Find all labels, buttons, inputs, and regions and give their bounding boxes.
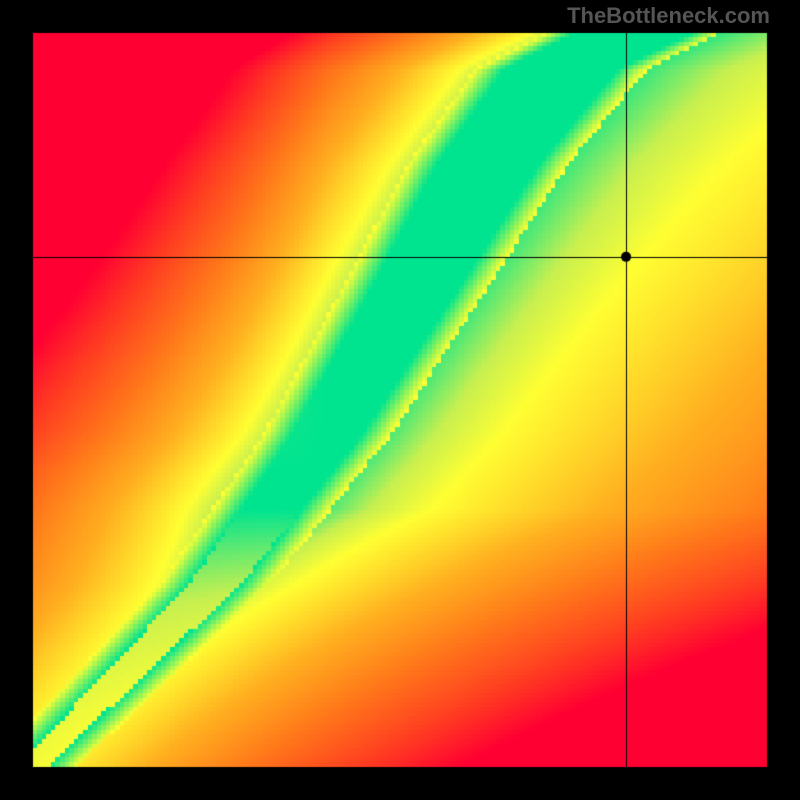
chart-container: TheBottleneck.com [0, 0, 800, 800]
watermark-text: TheBottleneck.com [567, 3, 770, 29]
heatmap-canvas [0, 0, 800, 800]
